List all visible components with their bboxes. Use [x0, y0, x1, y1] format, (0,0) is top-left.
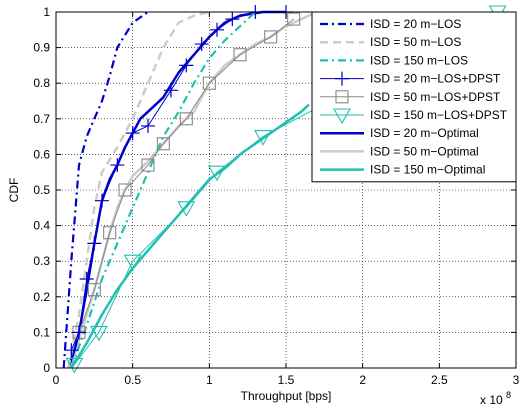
y-tick-label: 0	[43, 361, 50, 375]
series-5	[72, 12, 301, 339]
y-tick-label: 0.8	[33, 76, 50, 90]
data-point-triangle-marker	[177, 201, 196, 217]
series-2	[67, 10, 210, 369]
series-7	[67, 10, 286, 369]
y-tick-label: 0.9	[33, 41, 50, 55]
x-tick-label: 3	[513, 373, 520, 387]
data-point-plus-marker	[141, 118, 155, 133]
x-axis-label: Throughput [bps]	[241, 389, 332, 403]
data-point-square-marker	[118, 183, 132, 197]
data-point-square-marker	[202, 76, 216, 90]
data-point-plus-marker	[72, 325, 86, 340]
legend-entry: ISD = 150 m−LOS	[320, 53, 468, 67]
y-tick-label: 0.5	[33, 183, 50, 197]
series-6	[65, 5, 507, 374]
axis-tick-labels: 0 0.5 1 1.5 2 2.5 3 0 0.1 0.2 0.3 0.4 0.5 0.6 0.7 0.8 0.…	[33, 5, 519, 387]
series-marker-line	[74, 11, 498, 365]
y-axis-label: CDF	[7, 178, 21, 203]
legend-label: ISD = 50 m−LOS	[370, 35, 461, 49]
legend: ISD = 20 m−LOS ISD = 50 m−LOS ISD = 150 m−…	[311, 11, 517, 183]
data-point-plus-marker	[87, 236, 102, 251]
x-tick-label: 2.5	[431, 373, 448, 387]
data-point-square-marker	[264, 30, 278, 44]
legend-label: ISD = 20 m−LOS+DPST	[370, 72, 501, 86]
x-tick-label: 1.5	[278, 373, 295, 387]
data-point-square-marker	[103, 226, 117, 240]
data-point-triangle-marker	[333, 108, 351, 125]
legend-entry: ISD = 20 m−Optimal	[320, 126, 479, 140]
series-layer	[62, 5, 507, 374]
legend-entry: ISD = 150 m−LOS+DPST	[320, 108, 508, 125]
legend-entry: ISD = 50 m−Optimal	[320, 144, 479, 158]
data-point-triangle-marker	[123, 254, 142, 271]
data-point-plus-marker	[164, 83, 178, 98]
x-axis-multiplier-base: x 10	[480, 393, 503, 407]
data-point-plus-marker	[335, 71, 349, 86]
legend-entry: ISD = 50 m−LOS	[320, 35, 461, 49]
x-axis-multiplier: x 10 8	[480, 390, 511, 407]
y-tick-label: 1	[43, 5, 50, 19]
legend-entry: ISD = 150 m−Optimal	[320, 163, 485, 177]
y-tick-label: 0.7	[33, 112, 50, 126]
legend-label: ISD = 150 m−LOS+DPST	[370, 108, 508, 122]
legend-label: ISD = 50 m−Optimal	[370, 144, 479, 158]
data-point-triangle-marker	[65, 357, 84, 374]
data-point-square-marker	[156, 137, 170, 151]
data-point-plus-marker	[125, 126, 140, 141]
legend-label: ISD = 150 m−LOS	[370, 53, 468, 67]
data-point-plus-marker	[110, 158, 125, 173]
legend-label: ISD = 50 m−LOS+DPST	[370, 90, 501, 104]
series-line	[70, 11, 257, 369]
series-marker-line	[78, 18, 295, 333]
legend-label: ISD = 20 m−Optimal	[370, 126, 479, 140]
x-tick-label: 1	[206, 373, 213, 387]
data-point-plus-marker	[225, 12, 240, 27]
series-3	[70, 11, 257, 369]
x-tick-label: 0	[53, 373, 60, 387]
y-tick-label: 0.1	[33, 325, 50, 339]
y-tick-label: 0.2	[33, 290, 50, 304]
y-tick-label: 0.3	[33, 254, 50, 268]
legend-entry: ISD = 20 m−LOS	[320, 17, 461, 31]
data-point-triangle-marker	[208, 165, 226, 182]
x-tick-label: 2	[359, 373, 366, 387]
data-point-plus-marker	[194, 37, 209, 52]
data-point-plus-marker	[210, 22, 224, 37]
data-point-square-marker	[233, 48, 247, 62]
legend-label: ISD = 20 m−LOS	[370, 17, 461, 31]
series-line	[67, 10, 286, 369]
x-tick-label: 0.5	[124, 373, 141, 387]
data-point-plus-marker	[95, 193, 109, 208]
legend-entry: ISD = 20 m−LOS+DPST	[320, 72, 501, 86]
legend-label: ISD = 150 m−Optimal	[370, 163, 485, 177]
series-line	[67, 10, 210, 369]
data-point-square-marker	[179, 112, 193, 126]
x-axis-multiplier-exponent: 8	[506, 390, 511, 400]
y-tick-label: 0.6	[33, 147, 50, 161]
data-point-square-marker	[287, 12, 301, 26]
data-point-square-marker	[335, 90, 349, 104]
legend-entry: ISD = 50 m−LOS+DPST	[320, 90, 501, 104]
data-point-square-marker	[87, 283, 101, 297]
data-point-triangle-marker	[254, 130, 272, 146]
data-point-plus-marker	[64, 343, 79, 358]
data-point-plus-marker	[179, 58, 194, 73]
y-tick-label: 0.4	[33, 219, 50, 233]
data-point-square-marker	[141, 158, 155, 172]
data-point-plus-marker	[79, 272, 94, 286]
data-point-triangle-marker	[89, 325, 108, 342]
